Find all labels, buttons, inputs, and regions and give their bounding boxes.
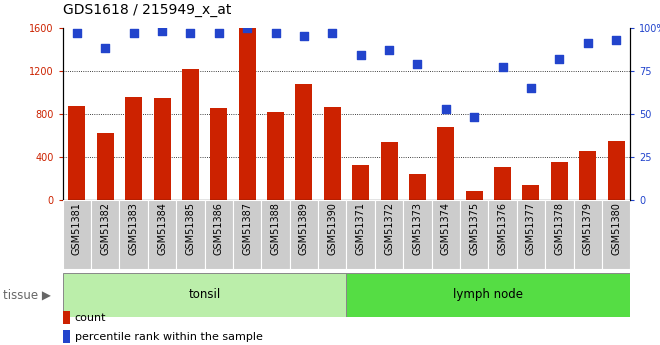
Bar (409, 174, 426, 200)
Bar (602, 200, 630, 269)
Text: GSM51376: GSM51376 (498, 202, 508, 255)
Point (525, 85, 536, 91)
Bar (182, 69, 199, 200)
Bar (125, 97, 142, 200)
Text: GSM51389: GSM51389 (299, 202, 309, 255)
Point (156, 28, 167, 34)
Bar (494, 167, 511, 200)
Text: GSM51384: GSM51384 (157, 202, 167, 255)
Point (100, 46, 111, 51)
Bar (239, 28, 255, 200)
Bar (69, 106, 85, 200)
Point (469, 115, 479, 120)
Bar (517, 200, 545, 269)
Bar (574, 200, 602, 269)
Bar (296, 84, 312, 200)
Bar (375, 200, 403, 269)
Bar (346, 200, 375, 269)
Bar (346, 273, 630, 317)
Bar (119, 200, 148, 269)
Bar (290, 200, 318, 269)
Bar (488, 200, 517, 269)
Point (383, 47, 394, 53)
Bar (432, 200, 460, 269)
Point (327, 30, 337, 36)
Text: GSM51382: GSM51382 (100, 202, 110, 255)
Bar (63, 330, 70, 343)
Bar (211, 108, 227, 200)
Text: GDS1618 / 215949_x_at: GDS1618 / 215949_x_at (63, 3, 231, 17)
Bar (545, 200, 574, 269)
Text: GSM51374: GSM51374 (441, 202, 451, 255)
Point (242, 25, 252, 30)
Point (185, 30, 195, 36)
Text: GSM51383: GSM51383 (129, 202, 139, 255)
Bar (551, 162, 568, 200)
Bar (352, 165, 369, 200)
Point (554, 56, 564, 61)
Text: GSM51377: GSM51377 (526, 202, 536, 255)
Point (298, 33, 309, 39)
Bar (97, 133, 114, 200)
Text: GSM51385: GSM51385 (185, 202, 195, 255)
Text: GSM51390: GSM51390 (327, 202, 337, 255)
Text: GSM51386: GSM51386 (214, 202, 224, 255)
Text: GSM51378: GSM51378 (554, 202, 564, 255)
Bar (205, 200, 233, 269)
Bar (318, 200, 346, 269)
Text: GSM51379: GSM51379 (583, 202, 593, 255)
Point (128, 30, 139, 36)
Bar (63, 200, 91, 269)
Text: GSM51387: GSM51387 (242, 202, 252, 255)
Point (355, 52, 366, 58)
Point (412, 61, 422, 67)
Text: GSM51373: GSM51373 (412, 202, 422, 255)
Point (610, 37, 621, 42)
Text: GSM51388: GSM51388 (271, 202, 280, 255)
Bar (148, 200, 176, 269)
Bar (403, 200, 432, 269)
Point (270, 30, 280, 36)
Text: GSM51375: GSM51375 (469, 202, 479, 255)
Bar (460, 200, 488, 269)
Bar (466, 191, 482, 200)
Bar (324, 107, 341, 200)
Bar (154, 98, 170, 200)
Text: GSM51372: GSM51372 (384, 202, 394, 255)
Bar (233, 200, 261, 269)
Bar (608, 141, 624, 200)
Point (72, 30, 82, 36)
Text: GSM51381: GSM51381 (72, 202, 82, 255)
Bar (261, 200, 290, 269)
Point (440, 106, 451, 111)
Bar (438, 127, 454, 200)
Bar (267, 112, 284, 200)
Bar (91, 200, 119, 269)
Bar (176, 200, 205, 269)
Text: GSM51371: GSM51371 (356, 202, 366, 255)
Text: count: count (75, 313, 106, 323)
Bar (579, 150, 596, 200)
Point (213, 30, 224, 36)
Bar (63, 273, 346, 317)
Point (582, 40, 593, 46)
Text: GSM51380: GSM51380 (611, 202, 621, 255)
Point (497, 65, 508, 70)
Bar (63, 311, 70, 324)
Bar (523, 185, 539, 200)
Text: tissue ▶: tissue ▶ (3, 288, 51, 302)
Text: lymph node: lymph node (453, 288, 523, 302)
Text: percentile rank within the sample: percentile rank within the sample (75, 332, 263, 342)
Text: tonsil: tonsil (189, 288, 220, 302)
Bar (381, 142, 397, 200)
